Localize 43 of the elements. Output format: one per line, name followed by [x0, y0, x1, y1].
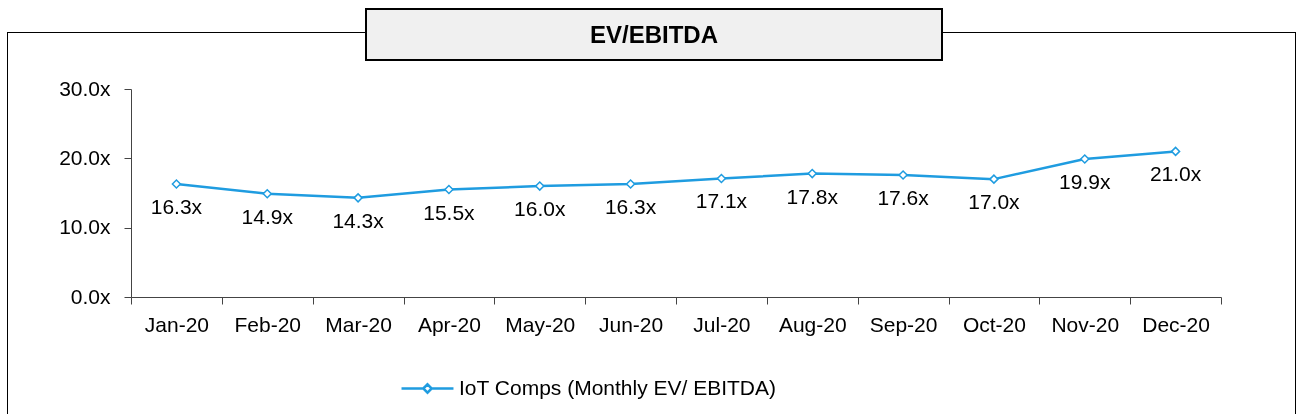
y-tick-label: 10.0x — [59, 215, 111, 239]
point — [444, 184, 454, 195]
data-label: 15.5x — [423, 200, 476, 224]
data-label: 14.9x — [241, 204, 294, 228]
x-tick-label: May-20 — [505, 312, 576, 336]
y-tick-label: 30.0x — [59, 76, 111, 100]
point — [171, 179, 182, 189]
point — [898, 170, 908, 180]
x-tick-label: Nov-20 — [1051, 312, 1120, 336]
title-box: EV/EBITDA — [365, 8, 943, 61]
x-tick-label: Apr-20 — [417, 312, 481, 336]
data-label: 19.9x — [1059, 170, 1111, 194]
x-tick-label: Aug-20 — [778, 312, 847, 336]
point — [716, 173, 727, 184]
data-label: 17.8x — [786, 184, 839, 208]
data-label: 14.3x — [332, 208, 385, 232]
x-tick-label: Oct-20 — [962, 312, 1026, 336]
x-tick-label: Sep-20 — [869, 312, 938, 336]
data-label: 21.0x — [1149, 162, 1202, 186]
data-label: 17.0x — [968, 190, 1021, 214]
x-tick-label: Feb-20 — [234, 312, 302, 336]
chart-title: EV/EBITDA — [589, 20, 718, 49]
data-label: 16.3x — [604, 194, 657, 218]
data-label: 17.1x — [695, 189, 748, 213]
point — [535, 181, 545, 191]
x-tick-label: Dec-20 — [1142, 312, 1210, 336]
data-label: 16.3x — [150, 194, 203, 218]
point — [989, 174, 999, 184]
legend-label: IoT Comps (Monthly EV/ EBITDA) — [459, 375, 777, 399]
point — [625, 179, 636, 189]
point — [807, 168, 817, 179]
data-label: 16.0x — [514, 197, 566, 221]
x-tick-label: Jun-20 — [598, 312, 664, 336]
x-tick-label: Mar-20 — [325, 312, 392, 336]
point — [262, 188, 272, 199]
y-tick-label: 0.0x — [70, 284, 111, 308]
x-tick-label: Jul-20 — [693, 312, 751, 336]
data-label: 17.6x — [877, 185, 930, 209]
point — [353, 193, 363, 203]
point — [1080, 154, 1090, 164]
x-tick-label: Jan-20 — [144, 312, 210, 336]
point — [1170, 146, 1181, 157]
y-tick-label: 20.0x — [59, 145, 111, 169]
